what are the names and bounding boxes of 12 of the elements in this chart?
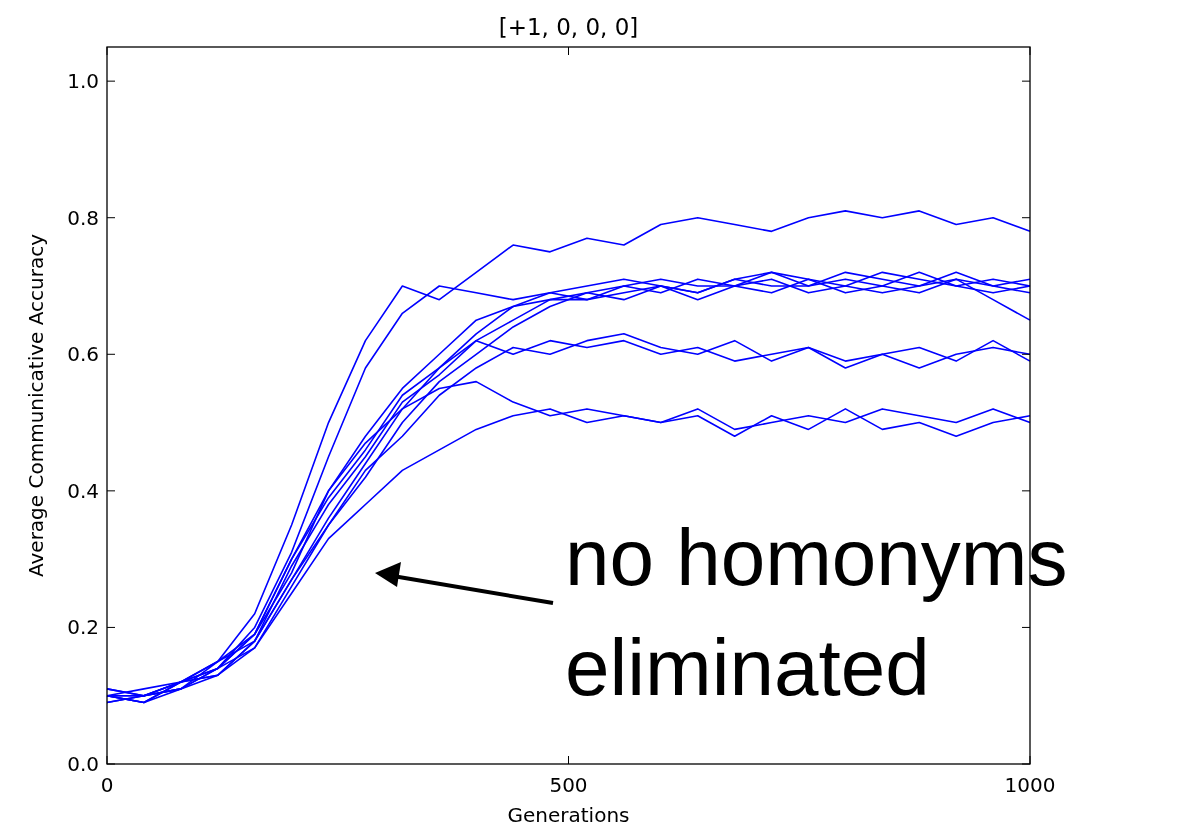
x-tick-label: 1000 <box>1004 773 1056 797</box>
y-tick-label: 0.6 <box>67 342 99 367</box>
x-tick-label: 0 <box>100 773 114 797</box>
x-axis-title: Generations <box>507 803 630 827</box>
y-tick-label: 0.0 <box>67 752 99 776</box>
chart-title: [+1, 0, 0, 0] <box>498 14 639 40</box>
y-tick-label: 0.2 <box>67 615 99 640</box>
y-tick-label: 0.4 <box>67 478 99 503</box>
x-tick-label: 500 <box>549 773 588 797</box>
y-axis-title: Average Communicative Accuracy <box>24 233 48 578</box>
y-tick-label: 1.0 <box>67 69 99 94</box>
y-tick-label: 0.8 <box>67 205 99 230</box>
